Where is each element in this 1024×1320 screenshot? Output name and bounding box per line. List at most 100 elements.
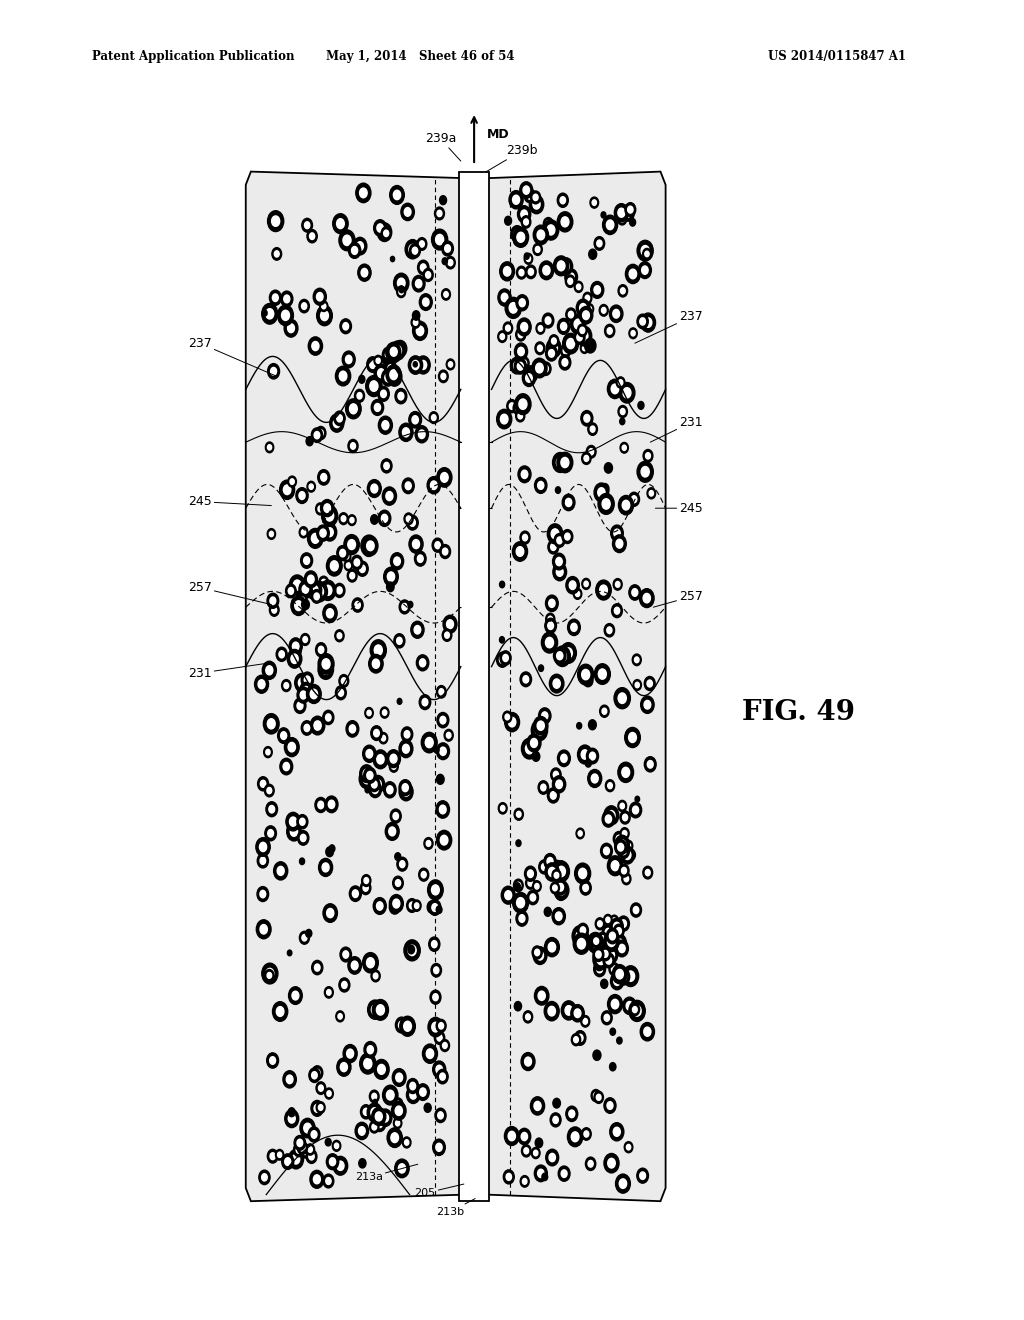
Circle shape <box>298 678 305 688</box>
Circle shape <box>623 500 630 510</box>
Circle shape <box>396 638 402 644</box>
Circle shape <box>584 1131 589 1137</box>
Circle shape <box>308 337 323 355</box>
Circle shape <box>399 1016 416 1036</box>
Circle shape <box>412 416 419 424</box>
Circle shape <box>641 246 649 256</box>
Circle shape <box>362 953 378 973</box>
Circle shape <box>621 408 625 414</box>
Circle shape <box>415 903 419 908</box>
Circle shape <box>557 879 561 884</box>
Circle shape <box>439 689 443 694</box>
Circle shape <box>561 754 567 763</box>
Circle shape <box>377 1119 383 1127</box>
Circle shape <box>546 1150 559 1166</box>
Circle shape <box>611 861 618 871</box>
Circle shape <box>640 318 645 325</box>
Circle shape <box>272 294 279 301</box>
Circle shape <box>331 561 338 572</box>
Circle shape <box>607 810 615 820</box>
Circle shape <box>645 453 650 459</box>
Circle shape <box>307 482 315 492</box>
Circle shape <box>428 880 443 900</box>
Circle shape <box>365 540 373 550</box>
Circle shape <box>607 1159 615 1168</box>
Circle shape <box>427 900 437 913</box>
Circle shape <box>354 389 365 403</box>
Circle shape <box>582 669 590 680</box>
Circle shape <box>334 411 345 425</box>
Circle shape <box>501 414 508 424</box>
Circle shape <box>313 1175 321 1184</box>
Circle shape <box>602 499 610 510</box>
Circle shape <box>607 327 612 334</box>
Circle shape <box>326 714 331 721</box>
Circle shape <box>629 492 640 507</box>
Circle shape <box>372 1107 386 1126</box>
Circle shape <box>596 950 601 958</box>
Circle shape <box>266 750 270 755</box>
Circle shape <box>614 203 629 222</box>
Circle shape <box>302 583 312 598</box>
Circle shape <box>524 1057 531 1067</box>
Circle shape <box>606 220 613 230</box>
Circle shape <box>578 923 589 937</box>
Circle shape <box>276 647 287 661</box>
Circle shape <box>503 322 513 334</box>
Circle shape <box>513 234 523 246</box>
Circle shape <box>618 285 628 297</box>
Circle shape <box>593 948 604 961</box>
Circle shape <box>554 533 565 548</box>
Circle shape <box>532 243 543 256</box>
Circle shape <box>626 264 640 284</box>
Circle shape <box>262 964 278 983</box>
Circle shape <box>446 619 454 628</box>
Circle shape <box>546 595 558 611</box>
Circle shape <box>307 576 314 583</box>
Circle shape <box>508 1131 515 1140</box>
Circle shape <box>581 343 589 354</box>
Circle shape <box>316 525 330 541</box>
Circle shape <box>603 847 609 855</box>
Circle shape <box>586 677 591 684</box>
Circle shape <box>594 664 610 684</box>
Circle shape <box>591 937 601 952</box>
Circle shape <box>340 549 345 557</box>
Circle shape <box>550 792 556 799</box>
Circle shape <box>613 925 620 933</box>
Circle shape <box>274 251 280 257</box>
Circle shape <box>538 991 546 1001</box>
Circle shape <box>314 432 319 438</box>
Circle shape <box>288 1107 295 1117</box>
Circle shape <box>630 803 642 818</box>
Circle shape <box>580 304 587 313</box>
Circle shape <box>337 632 342 639</box>
Circle shape <box>299 932 309 944</box>
Circle shape <box>611 966 616 973</box>
Circle shape <box>571 1131 579 1142</box>
Circle shape <box>262 304 278 325</box>
Circle shape <box>428 1018 443 1036</box>
Circle shape <box>307 230 317 243</box>
Circle shape <box>300 1144 305 1151</box>
Text: 205: 205 <box>415 1184 464 1199</box>
Circle shape <box>384 462 389 470</box>
Circle shape <box>326 847 334 857</box>
Circle shape <box>419 869 429 882</box>
Circle shape <box>446 733 451 738</box>
Circle shape <box>390 341 406 360</box>
Circle shape <box>535 949 540 956</box>
Circle shape <box>323 863 329 873</box>
Circle shape <box>523 676 528 682</box>
Circle shape <box>377 902 383 911</box>
Circle shape <box>399 601 410 614</box>
Circle shape <box>278 727 290 743</box>
Circle shape <box>637 1168 648 1183</box>
Circle shape <box>360 1105 372 1119</box>
Circle shape <box>327 908 334 917</box>
Circle shape <box>393 1118 401 1129</box>
Circle shape <box>542 1173 548 1180</box>
Circle shape <box>593 941 599 948</box>
Circle shape <box>296 487 308 503</box>
Circle shape <box>617 800 627 812</box>
